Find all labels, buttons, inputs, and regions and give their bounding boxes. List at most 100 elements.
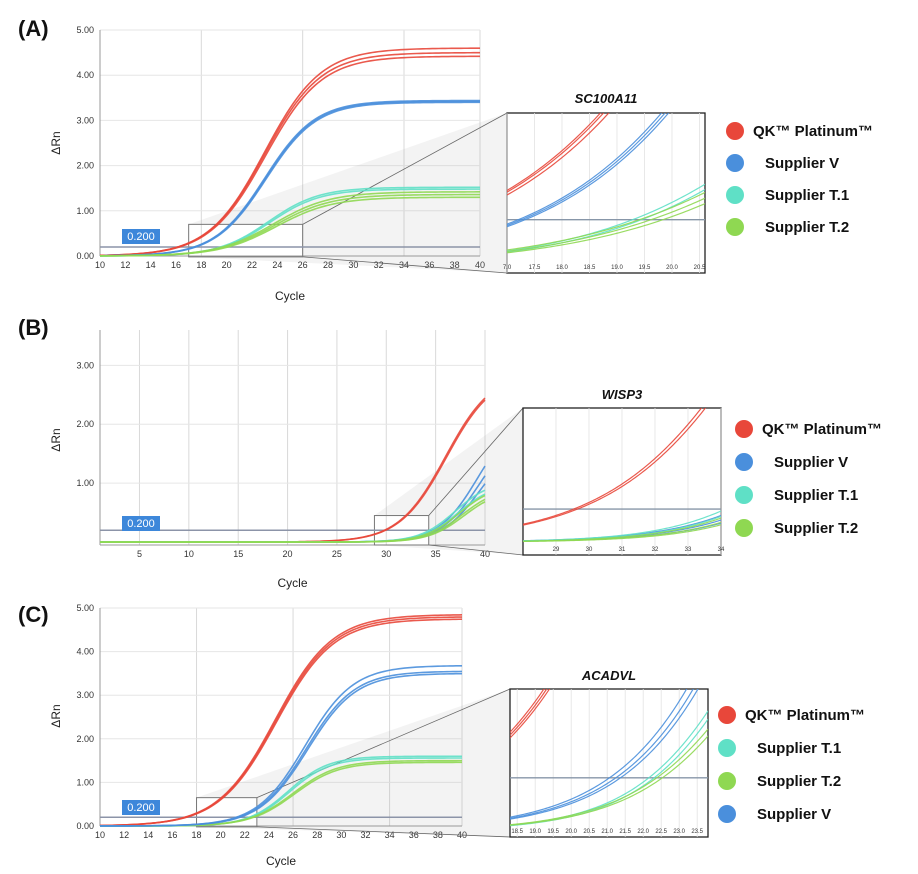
zoom-curve-qk-platinum-: [523, 408, 707, 526]
x-tick-label: 28: [323, 260, 333, 270]
threshold-value: 0.200: [127, 231, 155, 243]
zoom-cone: [196, 689, 511, 837]
zoom-curve-qk-platinum-: [507, 113, 602, 191]
x-tick-label: 20: [216, 830, 226, 840]
legend: QK™ Platinum™ Supplier V Supplier T.1 Suppl…: [726, 122, 873, 236]
zoom-curves: [510, 689, 708, 827]
y-tick-label: 2.00: [76, 161, 94, 171]
panel-a: (A)101214161820222426283032343638400.001…: [18, 16, 873, 303]
curve-qk-platinum-: [99, 55, 481, 257]
legend-marker: [718, 772, 736, 790]
x-tick-label: 30: [336, 830, 346, 840]
zoom-x-tick-label: 34: [718, 547, 725, 553]
zoom-curve-supplier-t-2: [523, 524, 721, 543]
zoom-gene-title: SC100A11: [575, 91, 638, 106]
panel-letter: (C): [18, 602, 49, 627]
y-axis-title: ΔRn: [49, 131, 63, 154]
zoom-curve-supplier-v: [510, 689, 688, 818]
zoom-curve-qk-platinum-: [510, 689, 545, 733]
x-tick-label: 10: [95, 260, 105, 270]
legend: QK™ Platinum™ Supplier V Supplier T.1 Suppl…: [735, 420, 882, 537]
amplification-curves: [99, 614, 463, 827]
zoom-inset: 29 30 31 32 33 34 WISP3: [522, 387, 725, 556]
legend-marker: [735, 420, 753, 438]
zoom-x-tick-label: 23.5: [691, 829, 703, 835]
zoom-gene-title: WISP3: [602, 387, 643, 402]
x-tick-label: 38: [450, 260, 460, 270]
x-tick-label: 25: [332, 549, 342, 559]
legend-marker: [735, 519, 753, 537]
y-tick-label: 1.00: [76, 478, 94, 488]
y-tick-label: 5.00: [76, 603, 94, 613]
zoom-curve-supplier-v: [510, 689, 694, 819]
curve-qk-platinum-: [99, 618, 463, 827]
zoom-x-tick-label: 32: [652, 547, 659, 553]
zoom-curve-supplier-t-2: [507, 197, 705, 253]
y-tick-label: 1.00: [76, 206, 94, 216]
legend-label: Supplier T.2: [774, 520, 858, 537]
x-tick-label: 34: [385, 830, 395, 840]
zoom-curve-qk-platinum-: [507, 113, 605, 193]
zoom-gene-title: ACADVL: [581, 668, 636, 683]
legend-label: QK™ Platinum™: [745, 707, 865, 724]
x-tick-label: 40: [480, 549, 490, 559]
legend-marker: [726, 122, 744, 140]
legend-label: Supplier V: [757, 806, 831, 823]
x-tick-label: 14: [143, 830, 153, 840]
zoom-x-tick-label: 19.0: [529, 829, 541, 835]
zoom-curves: [523, 408, 721, 543]
legend-label: Supplier T.1: [765, 187, 849, 204]
panel-c: (C)101214161820222426283032343638400.001…: [18, 602, 865, 868]
zoom-x-tick-label: 19.0: [611, 265, 623, 271]
zoom-curve-supplier-t-2: [507, 203, 705, 254]
zoom-curve-supplier-v: [507, 113, 670, 228]
zoom-x-tick-label: 22.0: [637, 829, 649, 835]
zoom-x-tick-label: 20.0: [666, 265, 678, 271]
zoom-curve-supplier-v: [510, 689, 699, 820]
x-tick-label: 26: [298, 260, 308, 270]
x-tick-label: 20: [283, 549, 293, 559]
x-tick-label: 12: [119, 830, 129, 840]
zoom-inset: 7.0 17.5 18.0 18.5 19.0 19.5 20.0 20.5 SC100A11: [503, 91, 706, 274]
zoom-x-tick-label: 18.5: [511, 829, 523, 835]
x-tick-label: 16: [171, 260, 181, 270]
zoom-curve-qk-platinum-: [510, 689, 551, 739]
zoom-curve-qk-platinum-: [507, 113, 610, 196]
legend-label: QK™ Platinum™: [762, 421, 882, 438]
legend-marker: [718, 805, 736, 823]
zoom-x-tick-label: 19.5: [547, 829, 559, 835]
x-tick-label: 28: [312, 830, 322, 840]
y-axis-title: ΔRn: [49, 428, 63, 451]
zoom-connector: [256, 688, 511, 799]
threshold-value: 0.200: [127, 802, 155, 814]
legend-label: Supplier V: [765, 155, 839, 172]
x-tick-label: 35: [431, 549, 441, 559]
zoom-x-tick-label: 19.5: [639, 265, 651, 271]
x-tick-label: 10: [95, 830, 105, 840]
zoom-curve-supplier-t-1: [507, 183, 705, 252]
x-axis-title: Cycle: [275, 289, 305, 303]
x-tick-label: 36: [424, 260, 434, 270]
y-tick-label: 2.00: [76, 734, 94, 744]
legend-marker: [735, 486, 753, 504]
zoom-curve-supplier-t-2: [510, 735, 708, 826]
x-tick-label: 36: [409, 830, 419, 840]
zoom-connector: [256, 826, 511, 838]
zoom-curve-supplier-v: [507, 113, 663, 225]
y-tick-label: 0.00: [76, 251, 94, 261]
x-tick-label: 26: [288, 830, 298, 840]
threshold-badge: [122, 516, 160, 531]
threshold-badge: [122, 800, 160, 815]
amplification-curves: [100, 397, 486, 543]
threshold-value: 0.200: [127, 518, 155, 530]
panel-b: (B) 5 10 15 20 25 30 35 40 1.00 2.00 3.00 ΔRn Cycle 0.…: [18, 315, 882, 590]
x-tick-label: 40: [475, 260, 485, 270]
zoom-curve-qk-platinum-: [510, 689, 548, 736]
zoom-cone: [374, 408, 523, 555]
legend-label: QK™ Platinum™: [753, 123, 873, 140]
curve-supplier-v: [99, 101, 481, 257]
x-tick-label: 5: [137, 549, 142, 559]
x-axis-title: Cycle: [266, 854, 296, 868]
zoom-inset: 18.5 19.0 19.5 20.0 20.5 21.0 21.5 22.0 22.5 23.0…: [509, 668, 709, 838]
